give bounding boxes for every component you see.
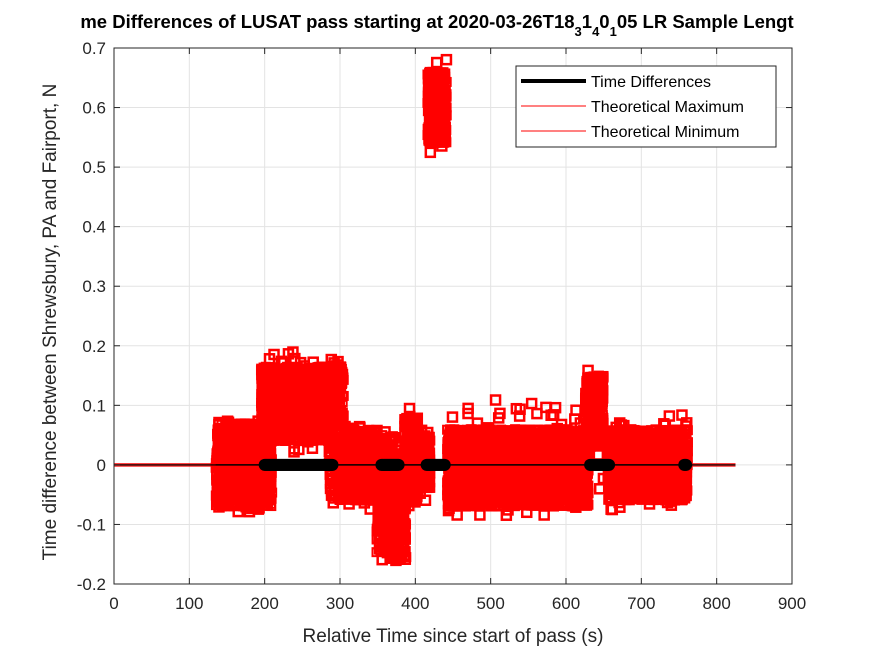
chart-svg: 0100200300400500600700800900 -0.2-0.100.… — [0, 0, 875, 656]
chart: 0100200300400500600700800900 -0.2-0.100.… — [0, 0, 875, 656]
